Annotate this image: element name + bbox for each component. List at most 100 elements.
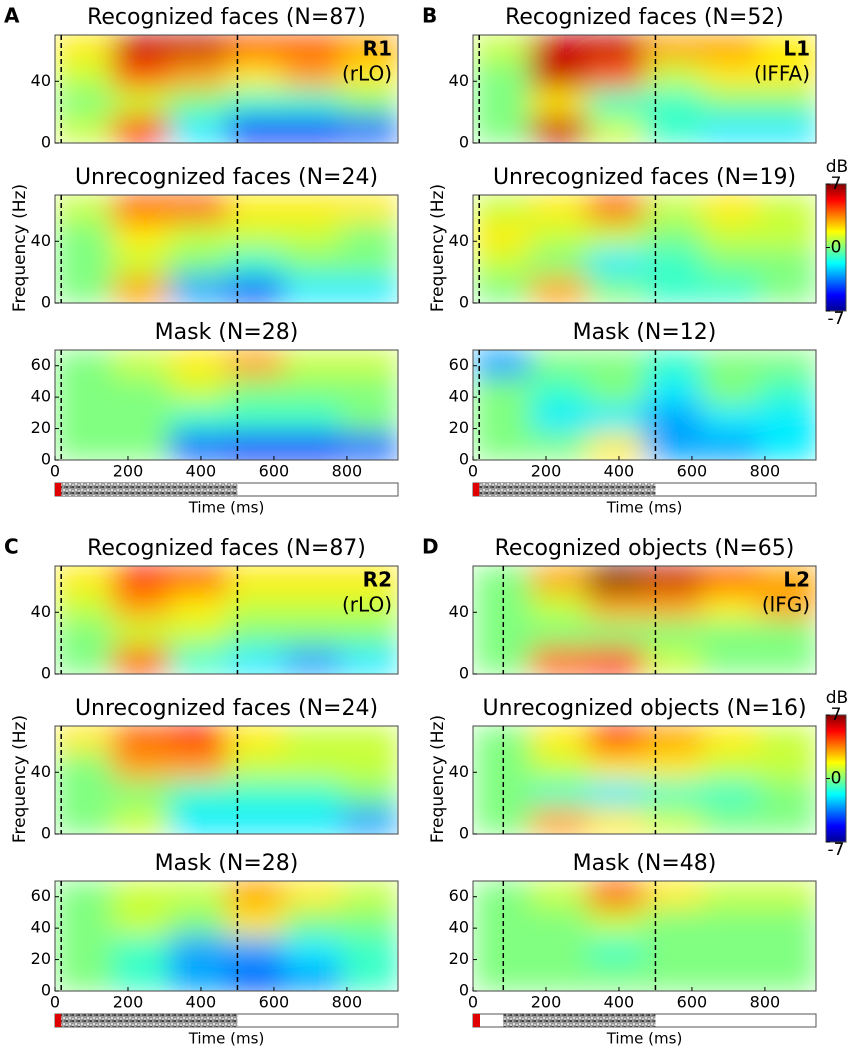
heatmap-cell xyxy=(644,62,703,90)
y-tick-label: 40 xyxy=(449,918,469,937)
heatmap-cell xyxy=(701,249,760,277)
heatmap-cell xyxy=(112,116,170,144)
heatmap-cell xyxy=(112,620,170,648)
heatmap xyxy=(473,35,817,144)
heatmap-cell xyxy=(169,908,227,937)
colorbar-tick-label: 7 xyxy=(831,705,842,725)
heatmap-cell xyxy=(169,432,227,461)
heatmap-cell xyxy=(644,195,703,223)
heatmap-cell xyxy=(169,726,227,754)
heatmap-cell xyxy=(169,249,227,277)
heatmap-cell xyxy=(55,276,113,304)
timeline-mask xyxy=(61,1014,238,1027)
heatmap-cell xyxy=(644,350,703,378)
heatmap-cell xyxy=(226,963,285,992)
heatmap-cell xyxy=(340,116,399,144)
panel-title: Recognized faces (N=52) xyxy=(505,5,784,30)
heatmap-cell xyxy=(226,350,285,378)
heatmap-cell xyxy=(473,726,531,754)
heatmap-cell xyxy=(758,89,817,117)
heatmap-cell xyxy=(169,89,227,117)
heatmap-cell xyxy=(530,881,588,909)
heatmap-cell xyxy=(169,405,227,433)
x-tick-label: 200 xyxy=(113,462,144,481)
heatmap-cell xyxy=(283,35,342,63)
heatmap-cell xyxy=(169,647,227,675)
heatmap-cell xyxy=(226,377,285,406)
heatmap-cell xyxy=(530,647,588,675)
heatmap-cell xyxy=(701,432,760,461)
heatmap-cell xyxy=(340,195,399,223)
heatmap-cell xyxy=(169,195,227,223)
heatmap-cell xyxy=(530,726,588,754)
heatmap-cell xyxy=(587,89,645,117)
heatmap-cell xyxy=(226,276,285,304)
y-tick-label: 20 xyxy=(449,418,469,437)
heatmap-cell xyxy=(644,222,703,250)
heatmap-cell xyxy=(473,753,531,781)
heatmap-cell xyxy=(644,405,703,433)
heatmap-cell xyxy=(340,881,399,909)
heatmap-cell xyxy=(283,276,342,304)
heatmap xyxy=(473,195,817,304)
heatmap-cell xyxy=(55,963,113,992)
x-tick-label: 600 xyxy=(677,462,708,481)
heatmap-cell xyxy=(112,62,170,90)
heatmap-cell xyxy=(473,195,531,223)
heatmap-cell xyxy=(283,647,342,675)
heatmap-cell xyxy=(758,620,817,648)
heatmap-cell xyxy=(530,377,588,406)
x-axis-label: Time (ms) xyxy=(188,499,265,517)
heatmap-cell xyxy=(701,35,760,63)
heatmap-cell xyxy=(55,89,113,117)
heatmap-cell xyxy=(112,405,170,433)
heatmap-cell xyxy=(283,881,342,909)
heatmap-cell xyxy=(758,936,817,964)
heatmap-cell xyxy=(169,377,227,406)
plot-frame xyxy=(54,880,399,992)
heatmap xyxy=(55,350,399,461)
heatmap-cell xyxy=(55,936,113,964)
heatmap-cell xyxy=(701,276,760,304)
heatmap-cell xyxy=(226,35,285,63)
heatmap-cell xyxy=(340,593,399,621)
heatmap-cell xyxy=(169,963,227,992)
heatmap-cell xyxy=(55,35,113,63)
heatmap-cell xyxy=(112,249,170,277)
heatmap-cell xyxy=(473,35,531,63)
x-tick-label: 400 xyxy=(604,462,635,481)
heatmap-cell xyxy=(283,726,342,754)
heatmap-cell xyxy=(340,807,399,835)
colorbar-tick-label: 7 xyxy=(831,174,842,194)
heatmap xyxy=(473,881,817,992)
heatmap-cell xyxy=(112,377,170,406)
heatmap-cell xyxy=(758,432,817,461)
y-tick-label: 40 xyxy=(31,231,51,250)
heatmap-cell xyxy=(55,432,113,461)
heatmap-cell xyxy=(55,249,113,277)
heatmap-cell xyxy=(701,881,760,909)
heatmap-cell xyxy=(55,753,113,781)
heatmap-cell xyxy=(55,350,113,378)
heatmap-cell xyxy=(644,377,703,406)
heatmap-cell xyxy=(530,780,588,808)
heatmap-cell xyxy=(340,936,399,964)
area-label: (rLO) xyxy=(342,62,392,86)
y-tick-label: 20 xyxy=(449,949,469,968)
heatmap-cell xyxy=(169,881,227,909)
heatmap-cell xyxy=(758,753,817,781)
heatmap-cell xyxy=(530,620,588,648)
heatmap-cell xyxy=(701,936,760,964)
colorbar-tick-label: -7 xyxy=(828,840,845,860)
heatmap-cell xyxy=(701,963,760,992)
heatmap xyxy=(473,566,817,675)
x-tick-label: 200 xyxy=(531,462,562,481)
heatmap-cell xyxy=(340,276,399,304)
y-tick-label: 60 xyxy=(31,886,51,905)
heatmap-cell xyxy=(340,62,399,90)
heatmap-cell xyxy=(340,566,399,594)
heatmap-cell xyxy=(758,908,817,937)
heatmap-cell xyxy=(644,116,703,144)
heatmap-cell xyxy=(587,593,645,621)
heatmap-cell xyxy=(758,566,817,594)
